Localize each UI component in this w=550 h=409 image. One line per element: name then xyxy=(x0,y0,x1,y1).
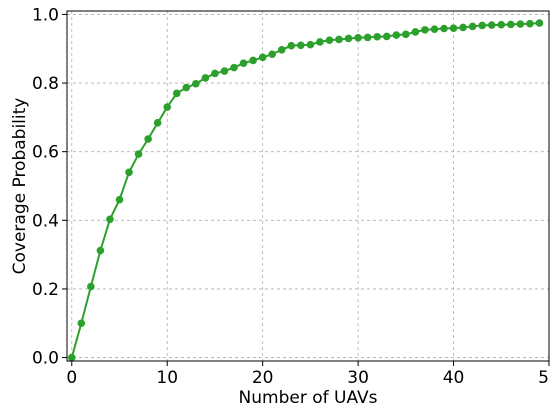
data-point xyxy=(335,35,343,44)
data-point xyxy=(354,33,362,42)
data-point xyxy=(134,150,143,158)
data-point xyxy=(373,32,382,41)
y-axis-title: Coverage Probability xyxy=(10,98,30,275)
data-point xyxy=(402,30,410,39)
data-point xyxy=(172,89,181,98)
data-point xyxy=(306,40,315,49)
data-point xyxy=(325,36,334,44)
data-point xyxy=(96,246,105,255)
x-tick-label: 0 xyxy=(66,368,77,388)
data-point xyxy=(392,31,401,39)
data-point xyxy=(192,79,200,88)
data-point xyxy=(201,74,210,82)
data-point xyxy=(220,67,229,75)
x-tick-label: 50 xyxy=(538,368,550,388)
y-tick-label: 0.8 xyxy=(32,74,59,94)
data-point xyxy=(287,41,296,50)
x-tick-label: 30 xyxy=(347,368,369,388)
y-tick-label: 0.4 xyxy=(32,211,59,231)
x-axis-title: Number of UAVs xyxy=(239,388,378,408)
data-point xyxy=(411,28,420,36)
data-point xyxy=(67,353,76,362)
data-point xyxy=(344,34,353,43)
data-point xyxy=(115,195,124,204)
data-point xyxy=(478,21,486,30)
data-point xyxy=(468,22,477,31)
data-point xyxy=(497,20,506,29)
data-point xyxy=(258,53,267,62)
series-line xyxy=(70,22,540,358)
data-point xyxy=(459,23,467,32)
data-point xyxy=(382,32,391,41)
series-layer xyxy=(67,19,544,362)
y-tick-label: 1.0 xyxy=(32,5,59,25)
y-tick-label: 0.6 xyxy=(32,143,59,163)
data-point xyxy=(153,119,162,127)
x-tick-label: 40 xyxy=(443,368,465,388)
plot-area-frame xyxy=(66,10,550,362)
data-point xyxy=(144,135,152,143)
data-point xyxy=(297,41,305,50)
data-point xyxy=(507,20,515,29)
data-point xyxy=(526,19,534,28)
data-point xyxy=(487,21,496,29)
data-point xyxy=(87,282,95,291)
data-point xyxy=(449,24,458,32)
y-tick-label: 0.0 xyxy=(32,349,59,369)
data-point xyxy=(316,38,324,46)
data-point xyxy=(106,215,114,224)
x-tick-label: 10 xyxy=(156,368,178,388)
axis-ticks: 0 10 20 30 40 50 0.0 0.2 0.4 0.6 0.8 1.0 xyxy=(32,5,550,388)
data-point xyxy=(268,50,277,59)
data-point xyxy=(211,69,219,78)
data-point xyxy=(125,168,133,177)
data-point xyxy=(182,83,191,92)
data-point xyxy=(535,19,544,27)
data-point xyxy=(440,24,448,33)
data-point xyxy=(516,20,525,28)
data-point xyxy=(230,63,238,72)
data-point xyxy=(239,59,248,67)
grid-lines xyxy=(67,11,550,361)
y-tick-label: 0.2 xyxy=(32,280,59,300)
data-point xyxy=(363,33,372,42)
data-point xyxy=(249,56,257,65)
x-tick-label: 20 xyxy=(252,368,274,388)
data-point xyxy=(277,45,286,54)
data-point xyxy=(163,103,172,111)
data-point xyxy=(430,25,439,33)
data-point xyxy=(421,26,429,34)
data-point xyxy=(77,319,86,328)
